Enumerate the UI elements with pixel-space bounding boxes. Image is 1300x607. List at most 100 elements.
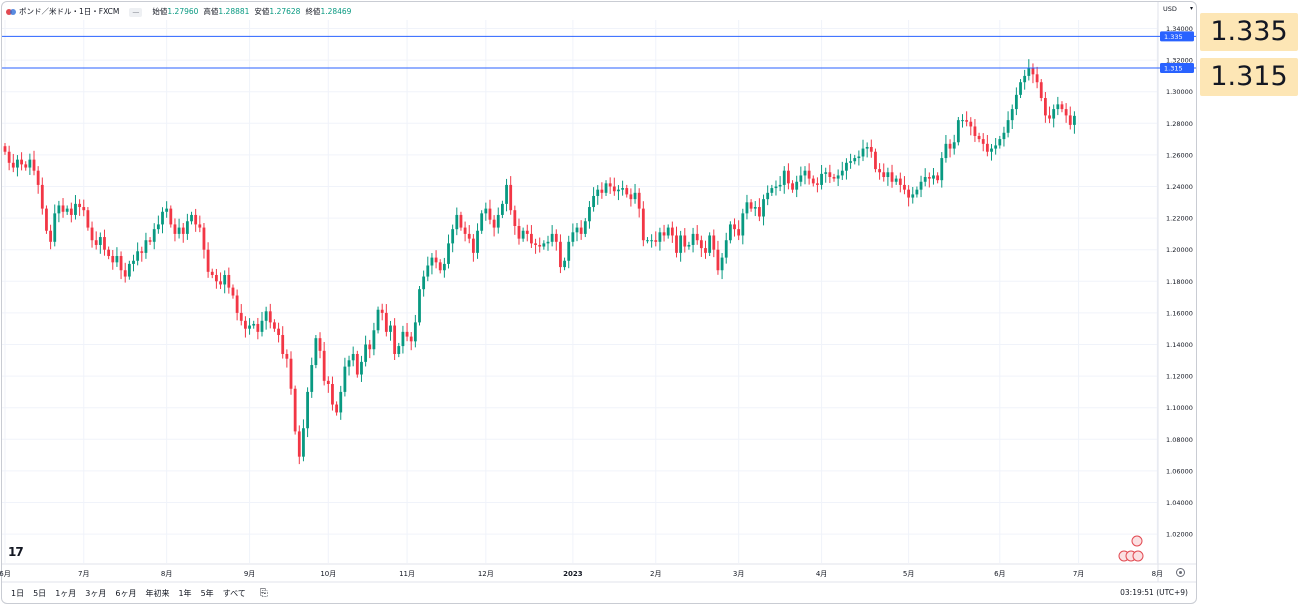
high-label: 高値 [203, 7, 219, 16]
candle-body [24, 164, 28, 168]
candle-body [442, 263, 446, 271]
candle-body [471, 238, 475, 253]
event-flag-icon [1131, 535, 1143, 547]
candle-body [604, 183, 608, 193]
period-ytd[interactable]: 年初来 [145, 588, 170, 598]
period-1y[interactable]: 1年 [178, 588, 192, 598]
currency-selector[interactable]: USD [1163, 5, 1177, 13]
candle-body [973, 126, 977, 136]
candle-body [140, 251, 144, 253]
candle-body [762, 199, 765, 217]
candle-body [820, 173, 823, 185]
candle-body [550, 233, 554, 242]
candle-body [915, 189, 919, 195]
candle-body [1073, 115, 1076, 125]
candle-body [770, 188, 774, 193]
candle-body [467, 233, 471, 239]
y-tick-label: 1.30000 [1166, 88, 1193, 96]
price-tag-label: 1.335 [1164, 33, 1183, 41]
candle-body [956, 120, 960, 143]
y-tick-label: 1.28000 [1166, 120, 1193, 128]
candle-body [662, 232, 666, 236]
candle-body [219, 281, 222, 285]
candle-body [111, 256, 115, 263]
candle-body [704, 248, 707, 253]
candle-body [293, 388, 297, 432]
candle-body [940, 158, 944, 181]
candle-body [691, 233, 695, 245]
candle-body [538, 244, 542, 247]
candle-body [869, 147, 873, 152]
bottom-toolbar: 1日 5日 1ヶ月 3ヶ月 6ヶ月 年初来 1年 5年 すべて ⎘ 03:19:… [2, 584, 1194, 602]
x-tick-label: 3月 [733, 570, 744, 578]
candle-body [463, 227, 467, 234]
symbol-title[interactable]: ポンド／米ドル・1日・FXCM [19, 7, 120, 16]
close-value: 1.28469 [320, 7, 352, 16]
candle-body [1010, 109, 1014, 121]
candle-body [898, 178, 902, 185]
candle-body [977, 135, 981, 140]
candle-body [675, 235, 678, 253]
y-tick-label: 1.12000 [1166, 373, 1193, 381]
calendar-range-icon[interactable]: ⎘ [259, 587, 268, 599]
period-5y[interactable]: 5年 [200, 588, 214, 598]
candle-body [447, 243, 450, 264]
candle-body [633, 192, 637, 200]
candle-body [339, 391, 343, 413]
candle-body [1068, 115, 1072, 125]
candle-body [434, 257, 438, 263]
period-5d[interactable]: 5日 [33, 588, 47, 598]
chart-legend: ポンド／米ドル・1日・FXCM — 始値 1.27960 高値 1.28881 安値… [6, 5, 351, 19]
candle-body [575, 227, 579, 233]
candle-body [1031, 68, 1035, 75]
candle-body [223, 274, 227, 285]
candle-body [335, 404, 338, 413]
candle-body [94, 240, 98, 245]
candle-body [878, 169, 881, 173]
tradingview-logo[interactable]: 17 [8, 545, 24, 559]
y-tick-label: 1.08000 [1166, 436, 1193, 444]
x-tick-label: 2023 [563, 570, 583, 578]
period-6m[interactable]: 6ヶ月 [115, 588, 137, 598]
candle-body [206, 249, 210, 272]
candle-body [496, 214, 500, 228]
candle-body [596, 189, 600, 196]
candle-body [484, 208, 488, 214]
period-all[interactable]: すべて [222, 588, 246, 598]
price-tag [1160, 31, 1194, 42]
candle-body [190, 214, 193, 222]
gear-icon[interactable] [1176, 568, 1185, 577]
period-1d[interactable]: 1日 [11, 588, 25, 598]
candle-body [923, 177, 927, 182]
candle-body [360, 361, 363, 375]
candle-body [944, 143, 948, 159]
candle-body [811, 178, 815, 184]
candle-body [787, 170, 790, 184]
candle-body [832, 177, 836, 179]
candle-body [210, 271, 214, 275]
candle-body [326, 380, 330, 384]
candle-body [343, 366, 347, 392]
candle-body [492, 219, 496, 228]
legend-collapse-button[interactable]: — [129, 7, 143, 17]
candle-body [882, 172, 886, 178]
chevron-down-icon[interactable]: ▾ [1190, 5, 1194, 12]
candle-body [629, 194, 633, 200]
candle-body [617, 189, 620, 192]
candle-body [803, 170, 807, 176]
candle-body [525, 230, 529, 234]
candle-body [650, 240, 654, 242]
candle-body [65, 208, 69, 212]
candle-body [364, 344, 368, 362]
candle-body [757, 207, 761, 217]
candle-body [11, 162, 15, 168]
candle-body [123, 270, 127, 277]
candle-body [409, 336, 413, 342]
period-1m[interactable]: 1ヶ月 [55, 588, 77, 598]
candle-body [907, 189, 911, 198]
y-tick-label: 1.14000 [1166, 341, 1193, 349]
period-3m[interactable]: 3ヶ月 [85, 588, 107, 598]
y-tick-label: 1.04000 [1166, 499, 1193, 507]
candle-body [53, 213, 57, 242]
